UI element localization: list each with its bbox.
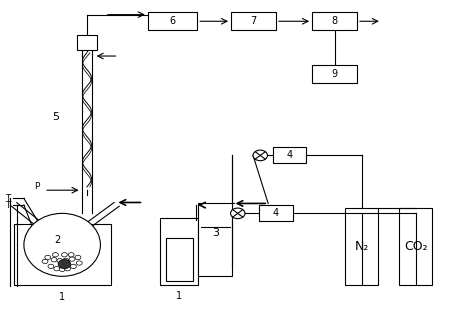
- Circle shape: [75, 255, 81, 260]
- Circle shape: [45, 255, 51, 260]
- Text: 9: 9: [332, 69, 337, 79]
- Circle shape: [42, 259, 48, 264]
- Bar: [77, 35, 97, 50]
- Text: 4: 4: [286, 150, 293, 160]
- Bar: [160, 218, 198, 285]
- Text: 1: 1: [176, 291, 182, 301]
- Text: 6: 6: [169, 16, 175, 26]
- Text: T: T: [5, 194, 10, 203]
- Circle shape: [77, 261, 82, 265]
- Circle shape: [62, 253, 67, 257]
- Circle shape: [253, 150, 267, 161]
- Bar: [273, 147, 306, 163]
- Bar: [166, 238, 193, 281]
- Text: CO₂: CO₂: [404, 240, 428, 253]
- Circle shape: [51, 258, 57, 262]
- Text: 8: 8: [332, 16, 337, 26]
- Bar: [312, 65, 357, 84]
- Circle shape: [63, 258, 69, 263]
- Text: 3: 3: [212, 228, 219, 238]
- Circle shape: [58, 260, 71, 269]
- Circle shape: [48, 264, 54, 269]
- Bar: [14, 224, 111, 286]
- Ellipse shape: [24, 213, 101, 276]
- Bar: [259, 205, 293, 221]
- Circle shape: [53, 253, 58, 257]
- Bar: [231, 12, 276, 30]
- Text: N₂: N₂: [354, 240, 369, 253]
- Circle shape: [59, 267, 65, 272]
- Text: 2: 2: [54, 235, 61, 245]
- Text: T: T: [5, 201, 10, 210]
- Bar: [345, 207, 378, 286]
- Circle shape: [65, 267, 71, 271]
- Text: 4: 4: [273, 208, 279, 218]
- Circle shape: [71, 264, 77, 269]
- Text: 7: 7: [251, 16, 257, 26]
- Bar: [198, 203, 232, 276]
- Circle shape: [231, 208, 245, 219]
- Text: P: P: [34, 182, 40, 191]
- Circle shape: [54, 267, 60, 271]
- Bar: [399, 207, 433, 286]
- Circle shape: [57, 259, 63, 263]
- Bar: [148, 12, 197, 30]
- Text: 5: 5: [52, 112, 59, 122]
- Text: 1: 1: [59, 292, 65, 302]
- Bar: [312, 12, 357, 30]
- Circle shape: [68, 253, 74, 257]
- Circle shape: [69, 257, 75, 261]
